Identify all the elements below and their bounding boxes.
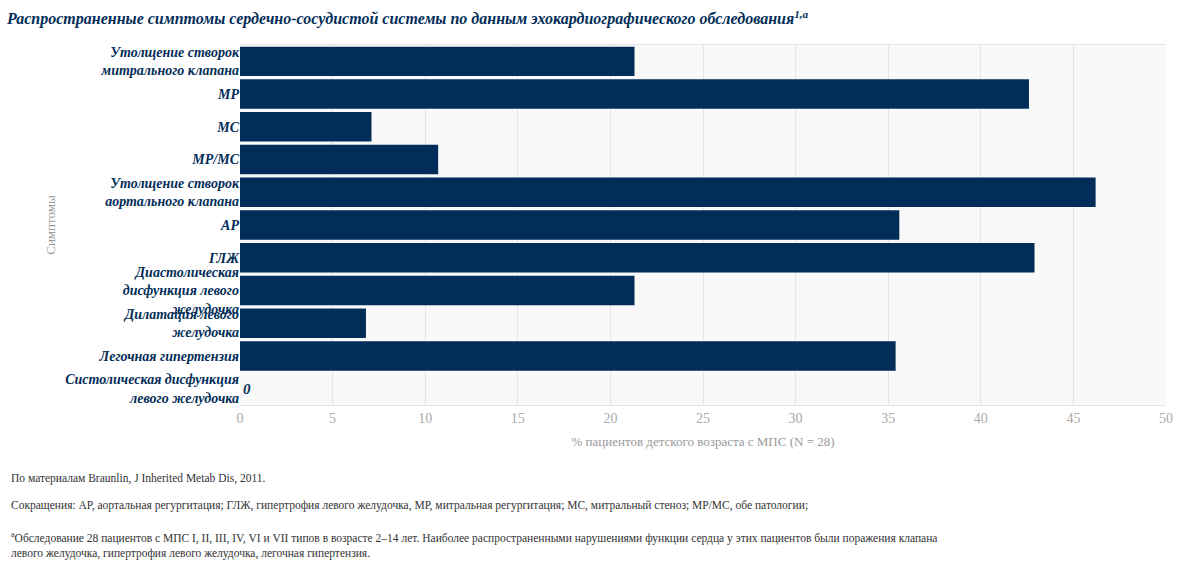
svg-text:МР/МС: МР/МС	[191, 152, 239, 167]
svg-text:0: 0	[243, 381, 251, 397]
svg-text:30: 30	[789, 411, 803, 426]
svg-text:5: 5	[329, 411, 336, 426]
svg-text:40: 40	[974, 411, 988, 426]
svg-text:45: 45	[1066, 411, 1080, 426]
svg-text:10: 10	[418, 411, 432, 426]
svg-text:Распространенные симптомы серд: Распространенные симптомы сердечно-сосуд…	[6, 8, 809, 29]
svg-text:Диастолическаядисфункция левог: Диастолическаядисфункция левогожелудочка	[123, 265, 239, 316]
svg-text:50: 50	[1159, 411, 1173, 426]
svg-text:15: 15	[511, 411, 525, 426]
svg-text:АР: АР	[220, 218, 239, 233]
svg-text:0: 0	[237, 411, 244, 426]
svg-text:Систолическая дисфункциялевого: Систолическая дисфункциялевого желудочка	[65, 372, 239, 405]
svg-text:% пациентов детского возраста: % пациентов детского возраста с МПС (N =…	[571, 434, 834, 449]
svg-text:20: 20	[603, 411, 617, 426]
svg-text:25: 25	[696, 411, 710, 426]
svg-text:По материалам Braunlin, J Inhe: По материалам Braunlin, J Inherited Meta…	[11, 472, 265, 485]
svg-text:Легочная гипертензия: Легочная гипертензия	[99, 349, 239, 364]
svg-text:Дилатация левогожелудочка: Дилатация левогожелудочка	[123, 307, 239, 340]
svg-text:35: 35	[881, 411, 895, 426]
svg-text:МС: МС	[216, 120, 239, 135]
svg-text:ГЛЖ: ГЛЖ	[208, 251, 240, 266]
svg-text:Симптомы: Симптомы	[43, 195, 58, 255]
svg-text:Утолщение створокаортального к: Утолщение створокаортального клапана	[105, 176, 240, 209]
svg-text:​a​Обследование 28 пациентов с: ​a​Обследование 28 пациентов с МПС I, II…	[11, 530, 937, 560]
svg-text:Сокращения: АР, аортальная рег: Сокращения: АР, аортальная регургитация;…	[11, 499, 808, 512]
svg-text:Утолщение створокмитрального к: Утолщение створокмитрального клапана	[101, 45, 240, 78]
svg-text:МР: МР	[217, 87, 239, 102]
